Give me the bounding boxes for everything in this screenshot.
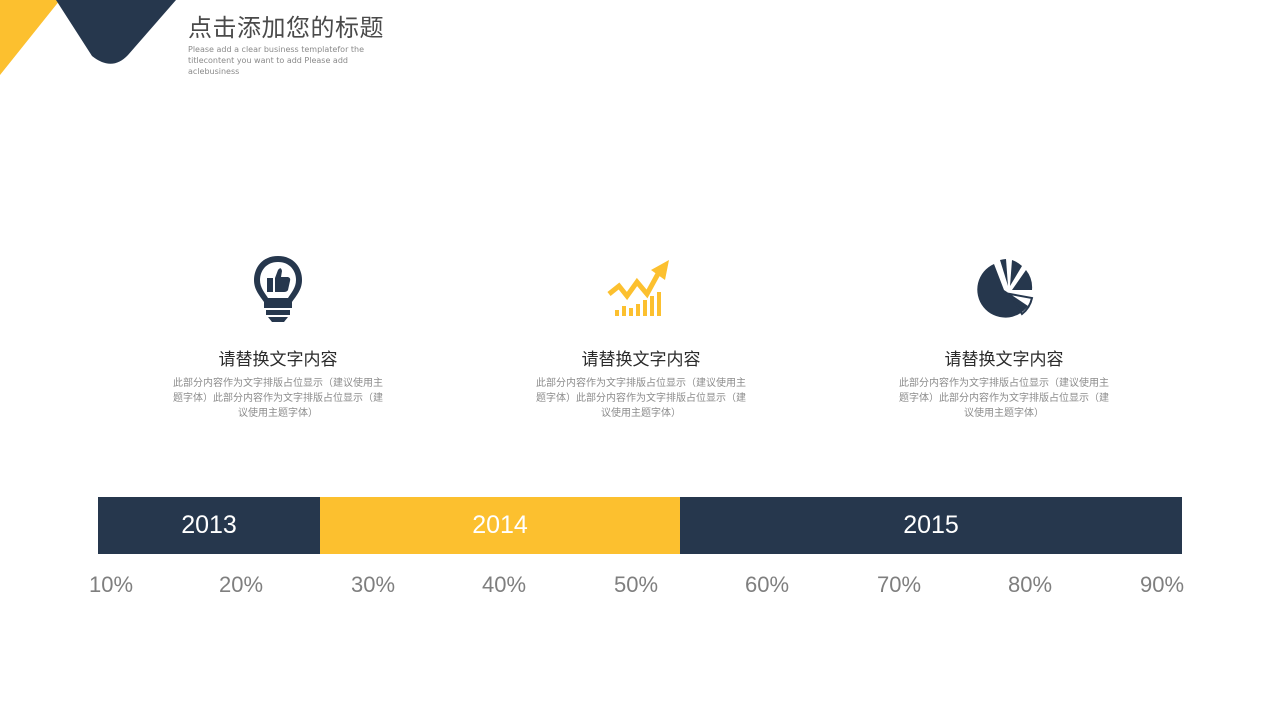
corner-decoration	[0, 0, 176, 75]
percent-label: 20%	[218, 572, 264, 597]
percent-label: 10%	[88, 572, 134, 597]
card-body: 此部分内容作为文字排版占位显示（建议使用主题字体）此部分内容作为文字排版占位显示…	[173, 378, 383, 419]
percent-label: 60%	[744, 572, 790, 597]
timeline-segment-2015: 2015	[680, 497, 1182, 554]
pie-chart-icon	[977, 259, 1034, 318]
feature-card-2: 请替换文字内容 此部分内容作为文字排版占位显示（建议使用主题字体）此部分内容作为…	[533, 250, 749, 421]
page-subtitle: Please add a clear business templatefor …	[188, 45, 365, 76]
card-heading: 请替换文字内容	[218, 350, 338, 370]
header: 点击添加您的标题 Please add a clear business tem…	[188, 12, 448, 77]
card-body: 此部分内容作为文字排版占位显示（建议使用主题字体）此部分内容作为文字排版占位显示…	[536, 378, 746, 419]
percent-label: 80%	[1007, 572, 1053, 597]
page-title: 点击添加您的标题	[188, 14, 384, 42]
percent-label: 90%	[1139, 572, 1185, 597]
feature-card-1: 请替换文字内容 此部分内容作为文字排版占位显示（建议使用主题字体）此部分内容作为…	[170, 250, 386, 421]
percent-label: 30%	[350, 572, 396, 597]
corner-navy-shape	[56, 0, 176, 64]
percent-label: 50%	[613, 572, 659, 597]
corner-yellow-triangle	[0, 0, 60, 75]
timeline-bar: 2013 2014 2015	[98, 497, 1182, 554]
growth-chart-arrow-icon	[607, 260, 669, 316]
card-body: 此部分内容作为文字排版占位显示（建议使用主题字体）此部分内容作为文字排版占位显示…	[899, 378, 1109, 419]
timeline-segment-2014: 2014	[320, 497, 680, 554]
feature-card-3: 请替换文字内容 此部分内容作为文字排版占位显示（建议使用主题字体）此部分内容作为…	[896, 250, 1112, 421]
percent-label: 70%	[876, 572, 922, 597]
lightbulb-thumbs-up-icon	[254, 256, 302, 322]
timeline-segment-2013: 2013	[98, 497, 320, 554]
card-heading: 请替换文字内容	[581, 350, 701, 370]
card-heading: 请替换文字内容	[944, 350, 1064, 370]
percent-label: 40%	[481, 572, 527, 597]
